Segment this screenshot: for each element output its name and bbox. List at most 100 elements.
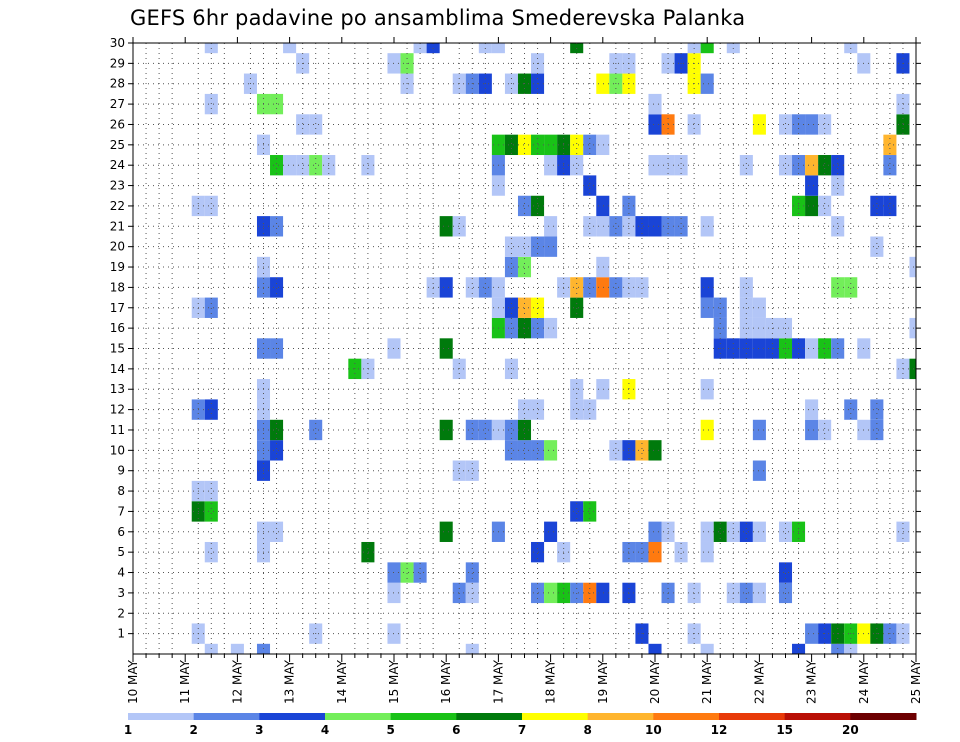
heatmap-cell — [752, 521, 766, 542]
heatmap-cell — [831, 216, 845, 237]
legend-label: 1 — [124, 723, 132, 737]
heatmap-cell — [896, 93, 910, 115]
heatmap-cell — [805, 175, 819, 196]
heatmap-cell — [700, 521, 714, 542]
heatmap-cell — [700, 419, 714, 441]
y-tick-label: 6 — [117, 525, 125, 539]
heatmap-cell — [204, 195, 218, 217]
y-tick-label: 28 — [110, 77, 125, 91]
heatmap-cell — [309, 114, 323, 135]
y-tick-label: 21 — [110, 219, 125, 233]
heatmap-cell — [544, 440, 558, 461]
heatmap-cell — [648, 114, 662, 135]
y-tick-label: 27 — [110, 97, 125, 111]
heatmap-cell — [570, 501, 584, 522]
heatmap-cell — [309, 155, 323, 176]
heatmap-cell — [752, 582, 766, 604]
heatmap-cell — [531, 195, 545, 217]
heatmap-cell — [596, 256, 610, 278]
legend-swatch — [719, 713, 786, 720]
legend-swatch — [850, 713, 917, 720]
y-tick-label: 19 — [110, 260, 125, 274]
y-tick-label: 3 — [117, 586, 125, 600]
heatmap-cell — [517, 297, 532, 318]
y-tick-label: 15 — [110, 342, 125, 356]
heatmap-cell — [270, 521, 284, 542]
heatmap-cell — [400, 562, 414, 583]
heatmap-cell — [752, 297, 766, 318]
heatmap-cell — [831, 277, 845, 298]
y-tick-label: 7 — [117, 504, 125, 518]
y-tick-label: 10 — [110, 443, 125, 457]
x-tick-label: 16 MAY — [439, 659, 453, 704]
legend-swatch — [653, 713, 720, 720]
legend-label: 2 — [189, 723, 197, 737]
heatmap-cell — [439, 277, 453, 298]
heatmap-cell — [544, 521, 558, 542]
grid-lines — [133, 42, 916, 654]
heatmap-cell — [700, 43, 714, 54]
y-tick-label: 29 — [110, 56, 125, 70]
heatmap-cell — [204, 399, 218, 420]
heatmap-cell — [778, 582, 793, 604]
heatmap-cell — [504, 256, 518, 278]
heatmap-cell — [465, 582, 479, 604]
heatmap-cell — [504, 419, 518, 441]
heatmap-cell — [583, 399, 597, 420]
heatmap-cell — [635, 541, 649, 563]
heatmap-cell — [596, 195, 610, 217]
legend-label: 3 — [255, 723, 263, 737]
heatmap-cell — [805, 195, 819, 217]
heatmap-cell — [596, 582, 610, 604]
heatmap-cell — [713, 297, 727, 318]
heatmap-cell — [596, 379, 610, 400]
legend-label: 5 — [386, 723, 394, 737]
legend-swatch — [456, 713, 523, 720]
heatmap-cell — [752, 338, 766, 359]
heatmap-cell — [700, 541, 714, 563]
chart-title: GEFS 6hr padavine po ansamblima Smederev… — [130, 6, 746, 30]
heatmap-cell — [805, 623, 819, 644]
heatmap-cell — [283, 43, 297, 54]
heatmap-cell — [309, 419, 323, 441]
heatmap-cell — [361, 155, 375, 176]
heatmap-cell — [517, 195, 532, 217]
heatmap-cell — [583, 216, 597, 237]
heatmap-cell — [805, 114, 819, 135]
heatmap-cell — [544, 236, 558, 257]
heatmap-cell — [635, 277, 649, 298]
y-tick-label: 17 — [110, 301, 125, 315]
heatmap-cell — [531, 440, 545, 461]
y-tick-label: 11 — [110, 423, 125, 437]
x-axis: 10 MAY 11 MAY 12 MAY 13 MAY 14 MAY 15 MAY 16 M… — [126, 37, 923, 704]
heatmap-cell — [778, 114, 793, 135]
heatmap-cell — [909, 256, 916, 278]
heatmap-cell — [805, 155, 819, 176]
heatmap-cell — [478, 277, 492, 298]
heatmap-cell — [465, 460, 479, 481]
y-tick-label: 26 — [110, 117, 125, 131]
heatmap-cell — [583, 501, 597, 522]
heatmap-cell — [883, 134, 897, 156]
heatmap-cell — [870, 236, 884, 257]
heatmap-cell — [831, 155, 845, 176]
legend-swatch — [784, 713, 851, 720]
y-tick-label: 9 — [117, 464, 125, 478]
heatmap-cell — [609, 440, 623, 461]
x-tick-label: 23 MAY — [805, 659, 819, 704]
heatmap-cell — [687, 114, 701, 135]
heatmap-cell — [531, 297, 545, 318]
heatmap-cell — [504, 440, 518, 461]
heatmap-cell — [504, 134, 518, 156]
heatmap-cell — [204, 297, 218, 318]
heatmap-cell — [739, 277, 753, 298]
heatmap-cell — [439, 338, 453, 359]
y-tick-label: 24 — [110, 158, 125, 172]
heatmap-cell — [648, 521, 662, 542]
heatmap-cell — [752, 419, 766, 441]
heatmap-cell — [570, 134, 584, 156]
heatmap-cell — [478, 419, 492, 441]
heatmap-cell — [909, 358, 916, 380]
heatmap-cell — [296, 155, 310, 176]
